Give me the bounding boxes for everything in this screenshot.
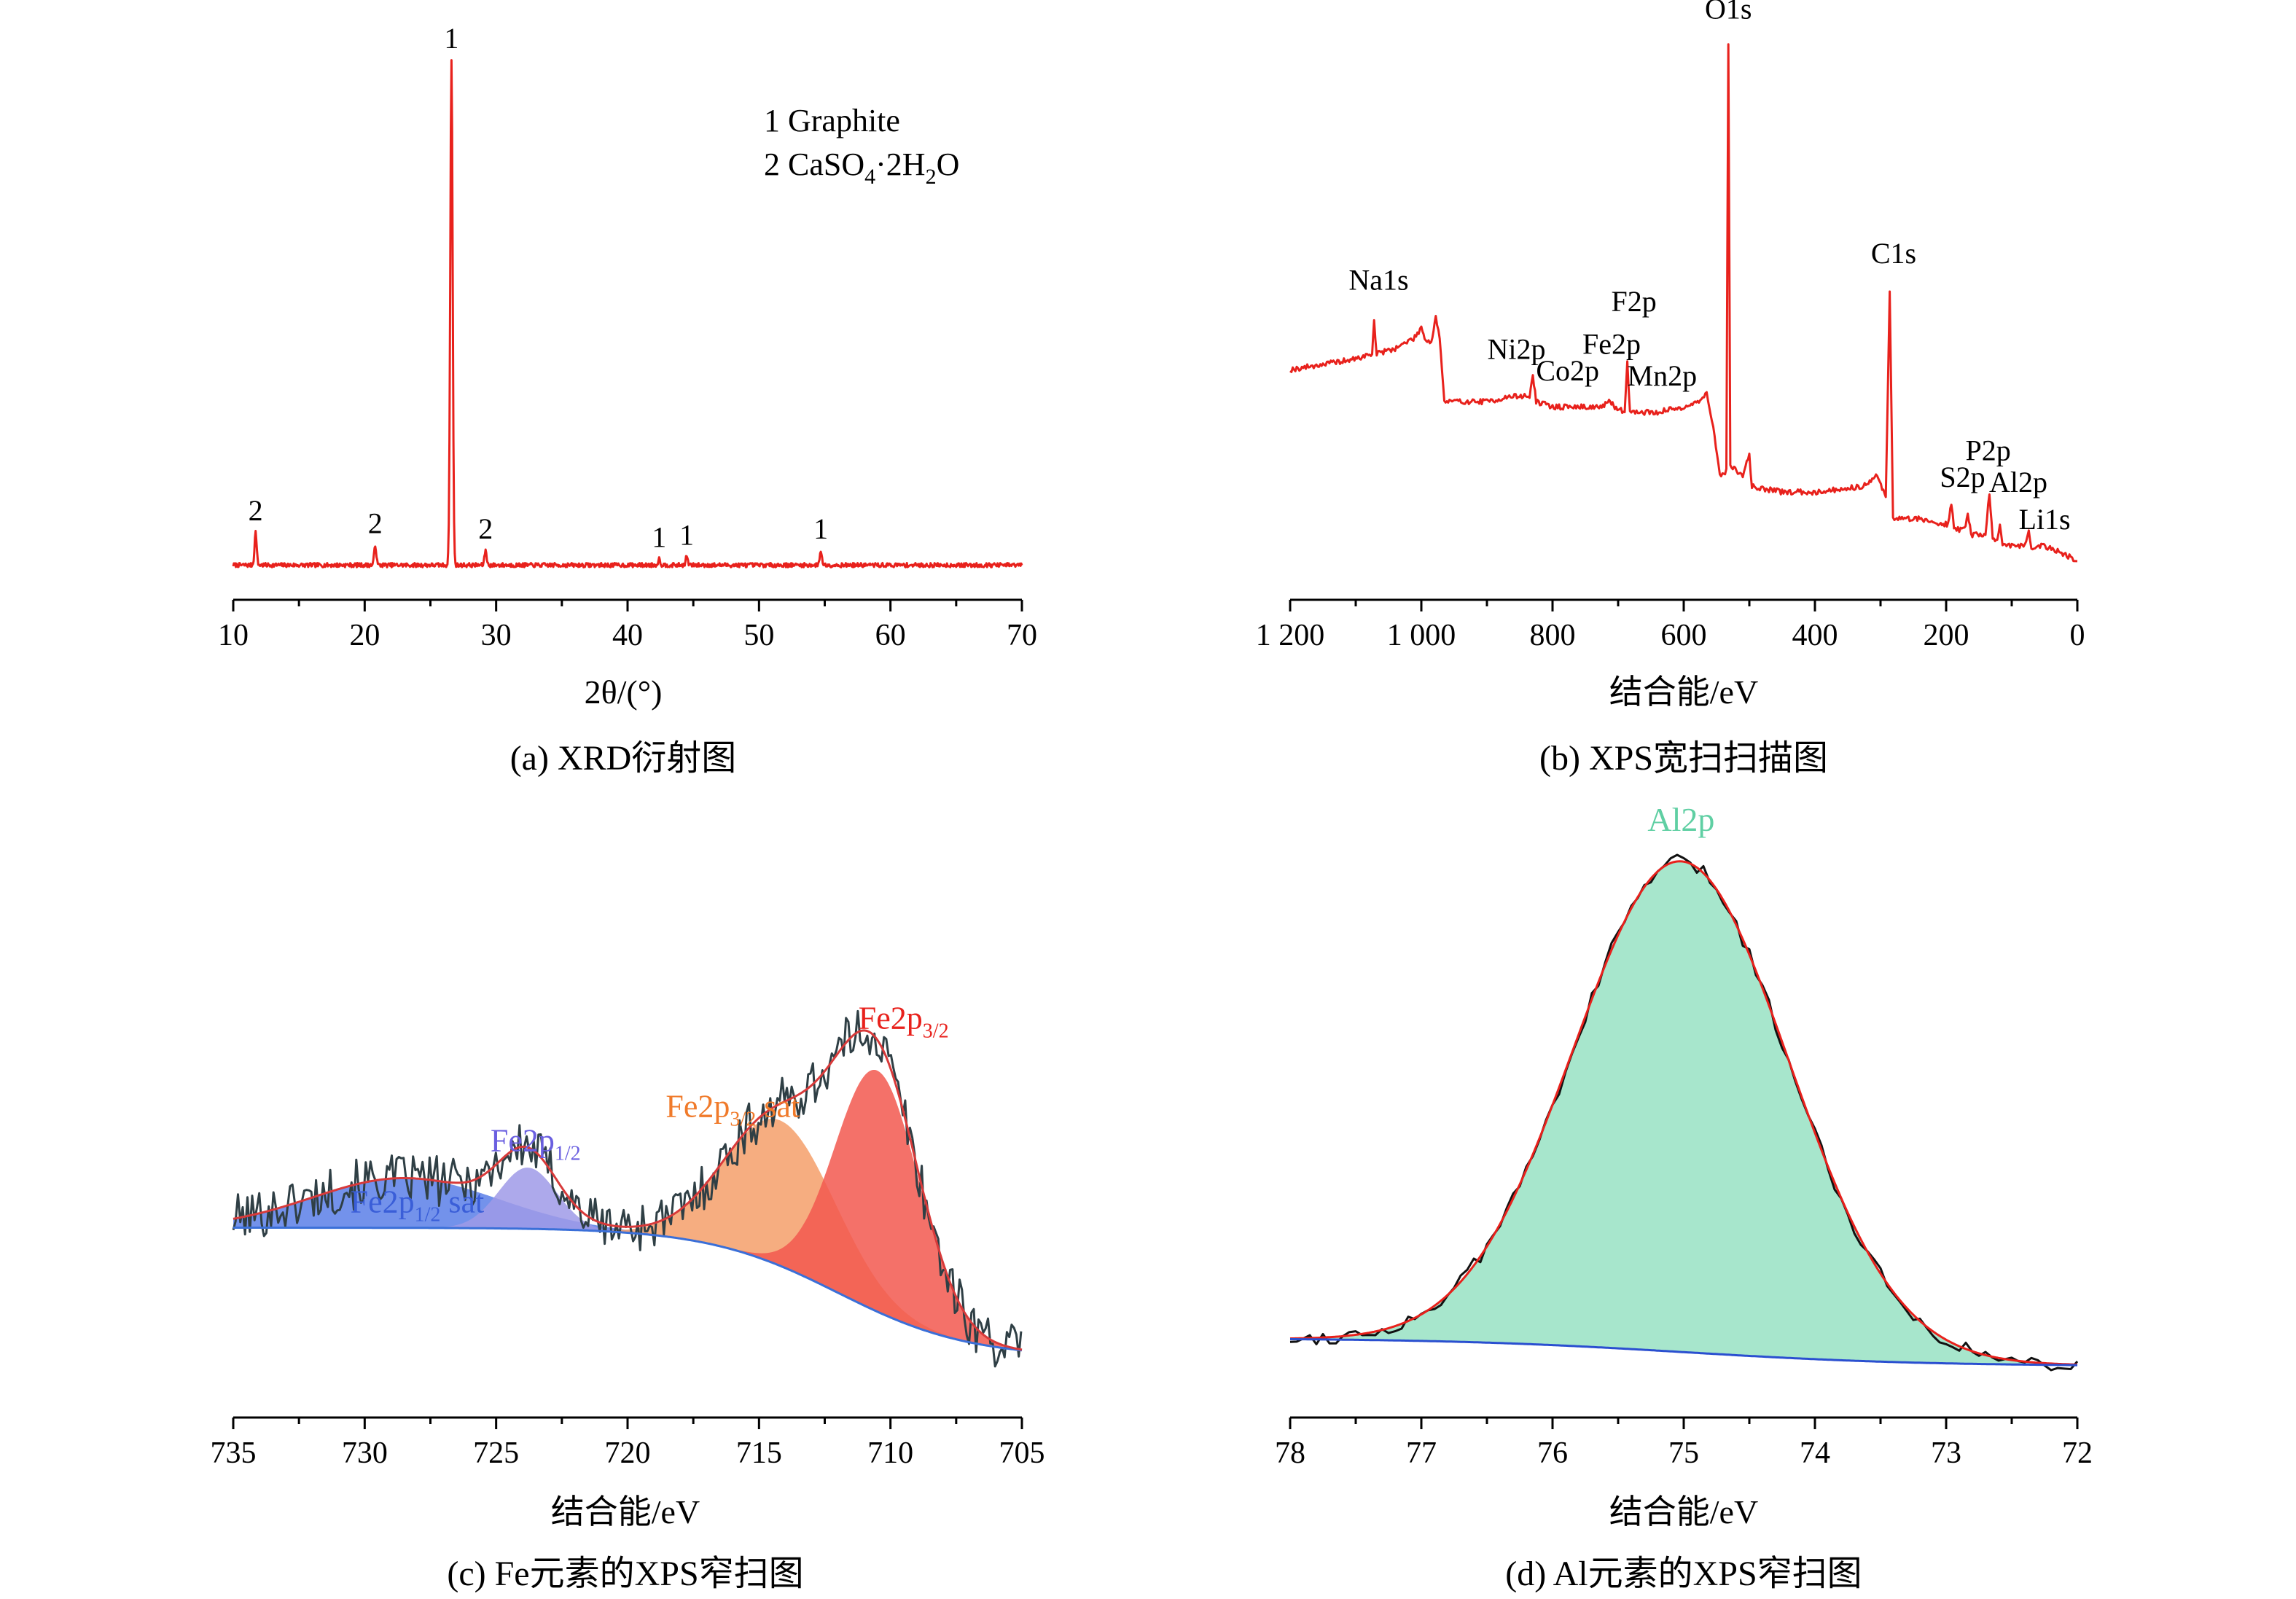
x-tick-label: 725 bbox=[473, 1436, 519, 1470]
panel-c-caption: (c) Fe元素的XPS窄扫图 bbox=[447, 1555, 803, 1593]
xps-peak-label: Ni2p bbox=[1488, 333, 1546, 366]
panel-d-al-narrow: Al2p 78 77 76 75 74 73 72 结合能/eV (d) Al元素的XPS窄… bbox=[1275, 801, 2093, 1593]
x-tick-label: 76 bbox=[1537, 1436, 1568, 1470]
panel-a-legend-graphite: 1 Graphite bbox=[764, 103, 900, 138]
panel-a-legend-caso4: 2 CaSO4·2H2O bbox=[764, 146, 959, 189]
fe-component-label: Fe2p3/2 sat bbox=[665, 1088, 800, 1130]
xps-peak-label: Co2p bbox=[1536, 354, 1599, 387]
al-peak-fill bbox=[1290, 861, 2077, 1366]
xrd-trace bbox=[232, 59, 1023, 568]
xps-peak-label: F2p bbox=[1611, 285, 1656, 318]
x-tick-label: 50 bbox=[743, 619, 774, 652]
al-background-line bbox=[1290, 1338, 2077, 1367]
panel-a-x-axis-title: 2θ/(°) bbox=[585, 673, 663, 711]
x-tick-label: 30 bbox=[481, 619, 512, 652]
x-tick-label: 200 bbox=[1924, 619, 1969, 652]
x-tick-label: 40 bbox=[612, 619, 643, 652]
x-tick-label: 77 bbox=[1406, 1436, 1437, 1470]
xrd-peak-label: 2 bbox=[478, 512, 493, 545]
xps-survey-trace bbox=[1289, 43, 2078, 563]
xps-peak-label: O1s bbox=[1705, 0, 1752, 25]
x-tick-label: 72 bbox=[2062, 1436, 2093, 1470]
fe-component-label: Fe2p3/2 bbox=[859, 1001, 949, 1043]
x-tick-label: 400 bbox=[1792, 619, 1838, 652]
xrd-peak-label: 2 bbox=[249, 494, 263, 527]
xps-peak-label: S2p bbox=[1940, 461, 1985, 493]
panel-b-x-axis: 1 200 1 000 800 600 400 200 0 bbox=[1256, 598, 2085, 652]
x-tick-label: 20 bbox=[349, 619, 380, 652]
x-tick-label: 75 bbox=[1668, 1436, 1699, 1470]
xps-peak-label: Mn2p bbox=[1628, 359, 1698, 392]
panel-a-legend-caso4-prefix: 2 CaSO bbox=[764, 146, 864, 182]
panel-a-x-axis: 10 20 30 40 50 60 70 bbox=[218, 598, 1037, 652]
panel-a-legend-caso4-sub1: 4 bbox=[864, 165, 875, 189]
x-tick-label: 1 000 bbox=[1387, 619, 1456, 652]
fe-background-line bbox=[233, 1227, 1023, 1352]
x-tick-label: 730 bbox=[342, 1436, 388, 1470]
x-tick-label: 800 bbox=[1530, 619, 1576, 652]
fe-component-fill bbox=[233, 1178, 1022, 1350]
x-tick-label: 74 bbox=[1800, 1436, 1830, 1470]
panel-a-xrd: 2 212 1 1 1 10 20 30 40 50 60 70 1 Graphite 2 CaSO… bbox=[218, 22, 1037, 778]
xrd-peak-label: 1 bbox=[444, 22, 458, 55]
panel-a-plot-area: 2 212 1 1 1 bbox=[232, 22, 1023, 568]
x-tick-label: 70 bbox=[1007, 619, 1037, 652]
panel-b-caption: (b) XPS宽扫扫描图 bbox=[1539, 739, 1828, 778]
al-envelope-line bbox=[1289, 860, 2077, 1366]
panel-c-x-axis: 735 730 725 720 715 710 705 bbox=[211, 1416, 1045, 1470]
fe-component-label: Fe2p1/2 bbox=[491, 1123, 581, 1165]
panel-a-legend-caso4-suffix: O bbox=[937, 146, 960, 182]
fe-component-fill bbox=[233, 1070, 1022, 1350]
x-tick-label: 78 bbox=[1275, 1436, 1305, 1470]
xps-peak-label: Al2p bbox=[1989, 466, 2047, 499]
panel-b-x-axis-title: 结合能/eV bbox=[1609, 673, 1758, 711]
x-tick-label: 60 bbox=[875, 619, 906, 652]
fe-envelope-line bbox=[233, 1029, 1023, 1351]
panel-a-caption: (a) XRD衍射图 bbox=[510, 739, 737, 778]
x-tick-label: 1 200 bbox=[1256, 619, 1325, 652]
panel-c-x-axis-title: 结合能/eV bbox=[551, 1493, 700, 1530]
panel-d-x-axis: 78 77 76 75 74 73 72 bbox=[1275, 1416, 2093, 1470]
xps-peak-label: Fe2p bbox=[1582, 327, 1641, 360]
fe-component-label: Fe2p1/2 sat bbox=[351, 1184, 485, 1227]
xrd-peak-label: 1 bbox=[652, 521, 666, 554]
panel-a-legend-caso4-dot: ·2H bbox=[875, 146, 925, 182]
xps-peak-label: Li1s bbox=[2018, 503, 2070, 536]
xrd-peak-label: 1 bbox=[813, 512, 828, 545]
al-peak-label: Al2p bbox=[1647, 801, 1714, 838]
xrd-peak-label: 1 bbox=[679, 519, 694, 552]
panel-a-legend-caso4-sub2: 2 bbox=[926, 165, 937, 189]
panel-d-plot-area: Al2p bbox=[1289, 801, 2079, 1372]
x-tick-label: 720 bbox=[605, 1436, 651, 1470]
xps-peak-label: C1s bbox=[1871, 237, 1916, 270]
xps-peak-label: P2p bbox=[1965, 434, 2010, 466]
x-tick-label: 600 bbox=[1661, 619, 1707, 652]
panel-d-x-axis-title: 结合能/eV bbox=[1609, 1493, 1758, 1530]
xps-peak-label: Na1s bbox=[1348, 264, 1408, 297]
x-tick-label: 0 bbox=[2070, 619, 2085, 652]
x-tick-label: 10 bbox=[218, 619, 249, 652]
x-tick-label: 705 bbox=[999, 1436, 1045, 1470]
xrd-peak-label: 2 bbox=[368, 507, 383, 540]
x-tick-label: 710 bbox=[867, 1436, 913, 1470]
x-tick-label: 73 bbox=[1931, 1436, 1961, 1470]
x-tick-label: 715 bbox=[736, 1436, 782, 1470]
x-tick-label: 735 bbox=[211, 1436, 257, 1470]
panel-d-caption: (d) Al元素的XPS窄扫图 bbox=[1505, 1555, 1862, 1593]
